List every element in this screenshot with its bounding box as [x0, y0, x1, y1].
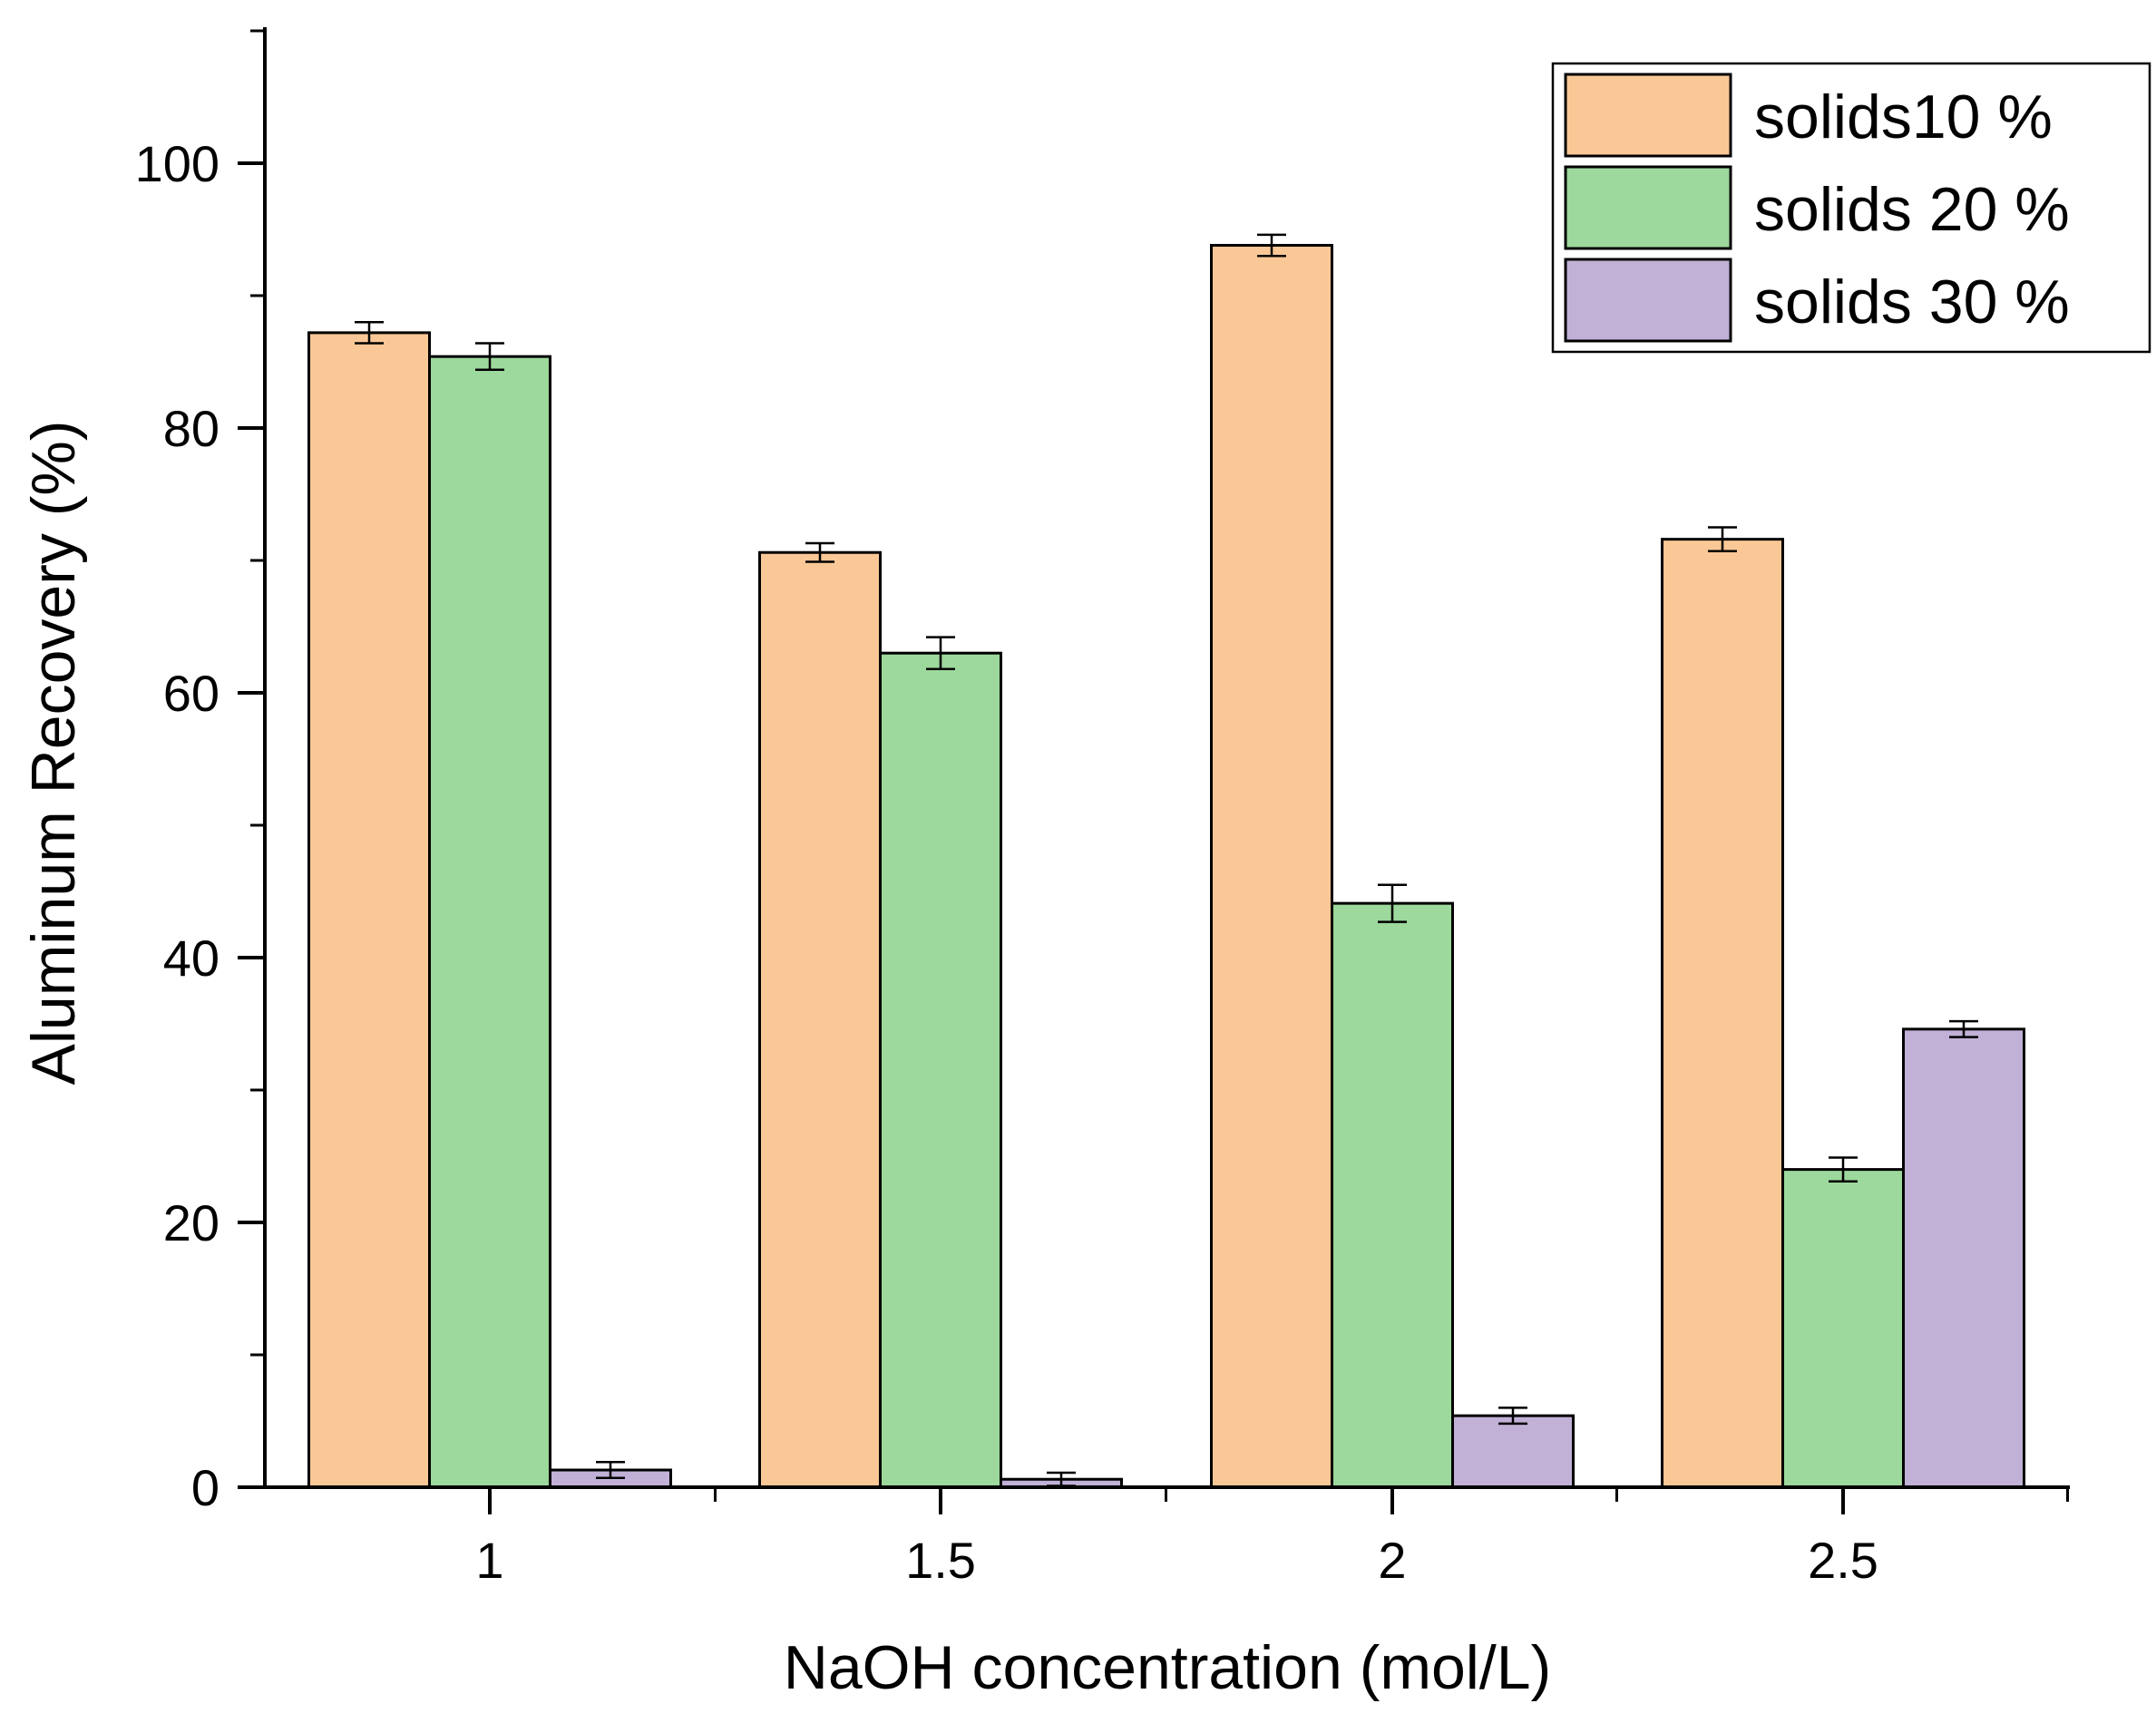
error-bar-s3-c3	[1498, 1407, 1527, 1426]
legend-label-s3: solids 30 %	[1754, 268, 2070, 336]
y-tick-label: 60	[163, 665, 220, 722]
y-axis-title: Aluminum Recovery (%)	[19, 420, 88, 1085]
error-bar-s2-c4	[1829, 1156, 1858, 1183]
legend: solids10 % solids 20 % solids 30 %	[1551, 62, 2151, 354]
bar-s2-c2	[879, 651, 1002, 1489]
error-bar-s2-c3	[1378, 883, 1407, 923]
y-tick-label: 0	[191, 1459, 220, 1516]
y-tick-label: 80	[163, 400, 220, 457]
x-tick-label: 2.5	[1808, 1532, 1878, 1589]
legend-label-s2: solids 20 %	[1754, 175, 2070, 244]
legend-swatch-s1	[1564, 73, 1732, 158]
error-bar-s2-c2	[926, 636, 955, 670]
x-tick-label: 2	[1378, 1532, 1406, 1589]
x-tick-label: 1	[475, 1532, 503, 1589]
error-bar-s1-c3	[1257, 233, 1286, 258]
error-bar-s1-c1	[355, 320, 384, 345]
bar-s1-c2	[758, 550, 882, 1489]
bar-s1-c3	[1210, 244, 1333, 1489]
error-bar-s2-c1	[475, 342, 504, 372]
bars-layer	[307, 244, 2025, 1489]
bar-s1-c4	[1661, 538, 1784, 1489]
legend-swatch-s2	[1564, 165, 1732, 250]
bar-s2-c1	[428, 355, 551, 1489]
error-bar-s1-c2	[805, 541, 834, 563]
bar-s2-c4	[1781, 1168, 1905, 1489]
bar-s2-c3	[1331, 901, 1454, 1489]
bar-s3-c4	[1902, 1027, 2025, 1489]
y-tick-label: 40	[163, 930, 220, 987]
legend-swatch-s3	[1564, 258, 1732, 343]
errorbars-layer	[355, 233, 1978, 1487]
x-axis-title: NaOH concentration (mol/L)	[784, 1633, 1552, 1702]
error-bar-s3-c4	[1949, 1019, 1978, 1038]
y-tick-label: 100	[135, 135, 220, 192]
ticks-layer: 0 20 40 60 80 100 1 1.5 2 2.5	[135, 29, 2069, 1589]
error-bar-s3-c1	[596, 1461, 625, 1480]
bar-s3-c3	[1451, 1414, 1575, 1489]
error-bar-s1-c4	[1708, 526, 1737, 553]
bar-s1-c1	[307, 331, 431, 1489]
legend-label-s1: solids10 %	[1754, 83, 2053, 151]
y-tick-label: 20	[163, 1194, 220, 1251]
x-tick-label: 1.5	[905, 1532, 976, 1589]
